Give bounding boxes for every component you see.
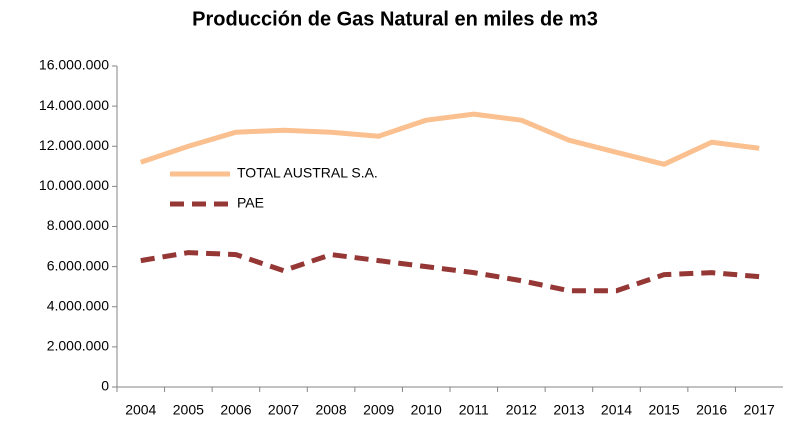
legend-box [160,162,395,218]
chart-title: Producción de Gas Natural en miles de m3 [192,8,598,30]
series-line [139,111,760,167]
y-tick-label: 10.000.000 [39,177,109,193]
y-tick-label: 4.000.000 [47,297,109,313]
legend-label: TOTAL AUSTRAL S.A. [237,165,378,181]
x-tick-label: 2010 [411,402,442,418]
y-tick-label: 0 [101,378,109,394]
y-tick-label: 14.000.000 [39,97,109,113]
x-tick-label: 2013 [553,402,584,418]
x-tick-label: 2017 [744,402,775,418]
y-tick-label: 6.000.000 [47,257,109,273]
legend-label: PAE [237,195,264,211]
x-tick-label: 2015 [648,402,679,418]
x-tick-label: 2011 [459,402,489,418]
x-tick-label: 2006 [220,402,251,418]
x-tick-label: 2005 [173,402,204,418]
x-tick-label: 2012 [506,402,537,418]
x-tick-label: 2007 [268,402,299,418]
y-tick-label: 2.000.000 [47,338,109,354]
y-tick-label: 8.000.000 [47,217,109,233]
x-tick-label: 2016 [696,402,727,418]
x-tick-label: 2004 [125,402,156,418]
x-tick-label: 2009 [363,402,394,418]
series-line [140,250,760,294]
y-tick-label: 12.000.000 [39,137,109,153]
x-tick-label: 2008 [315,402,346,418]
y-tick-label: 16.000.000 [39,57,109,73]
x-tick-label: 2014 [601,402,632,418]
